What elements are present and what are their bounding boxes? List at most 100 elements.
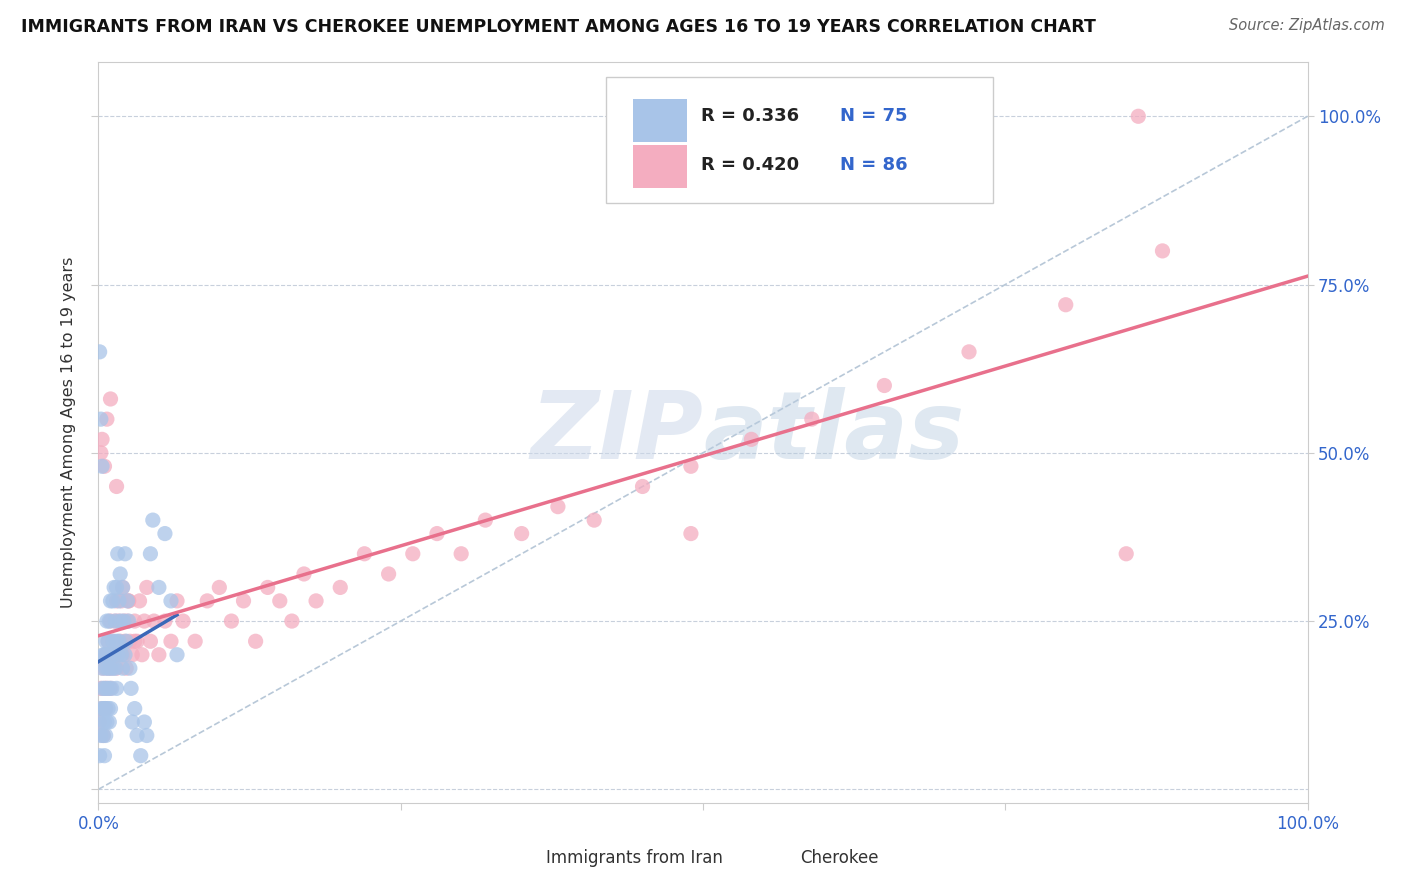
Point (100, 701, 122, 715)
Point (91, 714, 114, 729)
Point (117, 614, 139, 628)
Point (115, 661, 138, 675)
Point (121, 648, 143, 662)
Point (90, 412, 112, 426)
Point (91, 729, 114, 743)
Point (103, 581, 125, 595)
Text: Immigrants from Iran: Immigrants from Iran (546, 849, 723, 867)
Point (426, 526, 449, 541)
Point (153, 614, 176, 628)
Point (90, 681, 112, 696)
Point (90, 701, 112, 715)
Point (547, 500, 569, 514)
Text: atlas: atlas (703, 386, 965, 479)
Point (1128, 109, 1150, 123)
Point (108, 594, 131, 608)
Point (128, 594, 150, 608)
Point (100, 614, 122, 628)
Point (353, 547, 375, 561)
Point (97, 661, 120, 675)
Point (134, 714, 156, 729)
Point (1152, 244, 1174, 258)
Point (90, 446, 112, 460)
Point (1054, 298, 1077, 312)
Point (105, 681, 128, 696)
FancyBboxPatch shape (769, 846, 800, 870)
Point (195, 594, 218, 608)
Point (124, 614, 146, 628)
Point (740, 433, 762, 447)
Point (89, 748, 111, 763)
Point (111, 648, 134, 662)
Point (94, 701, 117, 715)
Point (104, 661, 127, 675)
Point (292, 566, 315, 581)
Point (115, 634, 138, 648)
Y-axis label: Unemployment Among Ages 16 to 19 years: Unemployment Among Ages 16 to 19 years (60, 257, 76, 608)
Point (100, 681, 122, 696)
Point (281, 614, 304, 628)
Point (679, 459, 702, 474)
Point (232, 594, 254, 608)
Point (631, 479, 654, 493)
Point (94, 729, 117, 743)
Point (100, 661, 122, 675)
Point (91, 701, 114, 715)
Point (108, 614, 131, 628)
Point (93, 459, 115, 474)
Point (91, 701, 114, 715)
Point (134, 614, 156, 628)
Point (100, 648, 122, 662)
Point (121, 714, 143, 729)
FancyBboxPatch shape (633, 145, 688, 188)
Point (679, 526, 702, 541)
Point (105, 634, 128, 648)
Point (91, 729, 114, 743)
Point (104, 614, 127, 628)
Point (98, 648, 121, 662)
Point (96, 412, 118, 426)
Point (135, 581, 157, 595)
Point (305, 594, 328, 608)
Point (96, 614, 118, 628)
Point (124, 701, 146, 715)
Point (112, 614, 135, 628)
Point (118, 634, 141, 648)
Point (91, 661, 114, 675)
Point (98, 714, 121, 729)
Point (800, 412, 823, 426)
Point (94, 701, 117, 715)
Point (139, 547, 162, 561)
Point (94, 661, 117, 675)
Point (117, 594, 139, 608)
Point (184, 634, 207, 648)
Point (98, 681, 121, 696)
Point (510, 526, 533, 541)
Point (100, 594, 122, 608)
Point (101, 634, 124, 648)
Point (91, 459, 114, 474)
Point (142, 513, 165, 527)
Point (124, 634, 146, 648)
Point (100, 681, 122, 696)
Text: IMMIGRANTS FROM IRAN VS CHEROKEE UNEMPLOYMENT AMONG AGES 16 TO 19 YEARS CORRELAT: IMMIGRANTS FROM IRAN VS CHEROKEE UNEMPLO… (21, 18, 1095, 36)
Point (256, 581, 278, 595)
Point (93, 701, 115, 715)
Point (100, 392, 122, 406)
Point (114, 547, 136, 561)
Point (114, 634, 136, 648)
Point (450, 547, 472, 561)
Point (107, 547, 129, 561)
Point (135, 729, 157, 743)
Point (108, 566, 131, 581)
Point (148, 648, 170, 662)
Point (110, 594, 132, 608)
Point (97, 661, 120, 675)
Text: R = 0.420: R = 0.420 (700, 155, 799, 174)
Point (166, 648, 188, 662)
Point (583, 513, 606, 527)
Point (474, 513, 496, 527)
Point (91, 648, 114, 662)
Point (131, 648, 153, 662)
Point (111, 581, 134, 595)
